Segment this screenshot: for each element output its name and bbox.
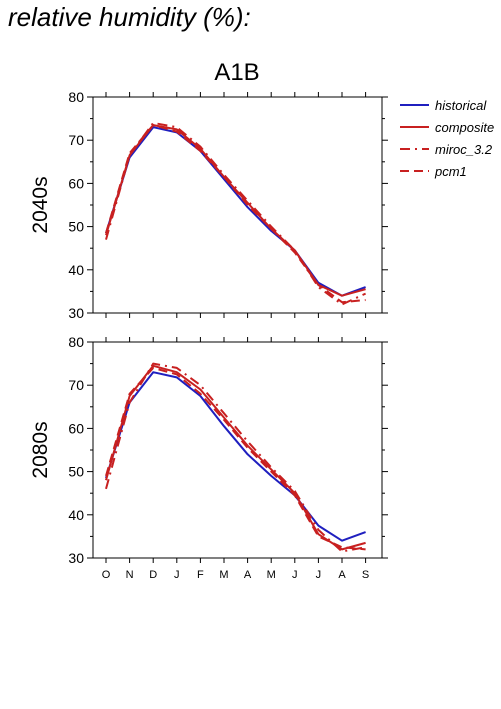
x-tick-label: M — [267, 569, 276, 581]
legend-label: historical — [435, 98, 487, 113]
x-tick-label: M — [219, 569, 228, 581]
y-tick-label: 30 — [68, 550, 84, 566]
x-tick-label: J — [174, 569, 180, 581]
y-tick-label: 40 — [68, 507, 84, 523]
panel-2040s: 30 40 50 60 70 80 2040s — [29, 89, 388, 321]
x-tick-label: A — [244, 569, 252, 581]
y-tick-label: 70 — [68, 377, 84, 393]
y-tick-label: 80 — [68, 89, 84, 105]
series-line-miroc_3.2 — [105, 121, 367, 306]
y-tick-label: 80 — [68, 334, 84, 350]
series-line-composite — [105, 124, 366, 297]
x-tick-label: A — [338, 569, 346, 581]
panel-ylabel: 2080s — [29, 421, 52, 478]
x-tick-label: N — [126, 569, 134, 581]
page-title: relative humidity (%): — [8, 2, 251, 32]
panel-frame — [92, 341, 383, 559]
legend-label: composite — [435, 120, 494, 135]
y-tick-label: 70 — [68, 132, 84, 148]
series-line-pcm1 — [105, 124, 366, 304]
series-line-historical — [105, 126, 366, 297]
y-tick-label: 60 — [68, 175, 84, 191]
x-tick-label: O — [102, 569, 111, 581]
y-tick-label: 30 — [68, 305, 84, 321]
chart-title: A1B — [214, 59, 259, 86]
legend-label: miroc_3.2 — [435, 142, 493, 157]
series-line-historical — [105, 371, 366, 542]
y-tick-label: 50 — [68, 219, 84, 235]
series-line-composite — [105, 364, 366, 551]
series-line-pcm1 — [105, 366, 366, 551]
y-tick-label: 50 — [68, 464, 84, 480]
series-line-miroc_3.2 — [105, 362, 366, 553]
panel-ylabel: 2040s — [29, 176, 52, 233]
panel-frame — [92, 96, 383, 314]
x-tick-label: J — [316, 569, 322, 581]
legend-label: pcm1 — [434, 164, 467, 179]
y-tick-label: 40 — [68, 262, 84, 278]
x-tick-label: D — [149, 569, 157, 581]
x-tick-label: S — [362, 569, 369, 581]
panel-2080s: 30 40 50 60 70 80 2080s — [29, 334, 388, 566]
y-tick-label: 60 — [68, 420, 84, 436]
x-tick-label: J — [292, 569, 298, 581]
x-tick-label: F — [197, 569, 204, 581]
legend: historical composite miroc_3.2 pcm1 — [400, 98, 494, 179]
